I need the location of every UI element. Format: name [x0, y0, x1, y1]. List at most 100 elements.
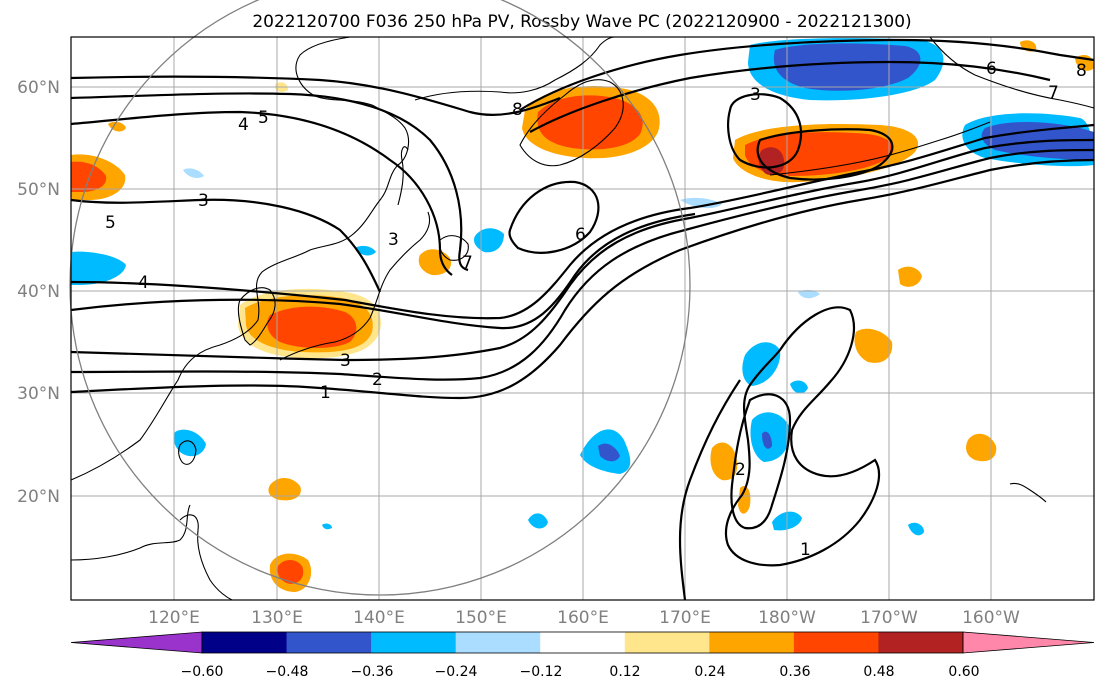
anomaly-pacific-2	[738, 485, 751, 514]
lat-labels: 60°N 50°N 40°N 30°N 20°N	[17, 78, 60, 507]
contour-13	[727, 93, 802, 169]
contour-label: 4	[238, 115, 249, 135]
graticule	[71, 37, 1094, 600]
lat-label: 30°N	[17, 384, 60, 404]
contour-label: 4	[138, 273, 149, 293]
anomaly-neg-3	[742, 342, 781, 386]
coastlines	[70, 36, 1095, 601]
anomaly-pacific-1	[710, 442, 738, 481]
coast-japan	[279, 211, 431, 361]
contour-label: 7	[1048, 83, 1059, 103]
colorbar-frame	[201, 631, 964, 654]
colorbar-tick-label: −0.60	[181, 664, 224, 680]
anomaly-neg-12	[183, 168, 204, 178]
anomaly-arctic-neg-mid	[773, 43, 921, 91]
contour-label: 3	[340, 351, 351, 371]
lon-label: 170°E	[659, 608, 711, 628]
lat-label: 60°N	[17, 78, 60, 98]
colorbar-tick-label: −0.24	[435, 664, 478, 680]
anomaly-pacific-4	[898, 266, 922, 287]
anomaly-neg-8	[908, 522, 924, 536]
colorbar-tick-label: 0.48	[863, 664, 894, 680]
colorbar-tick-label: −0.12	[520, 664, 563, 680]
colorbar-extend-high	[962, 631, 1095, 654]
colorbar-tick-label: 0.36	[779, 664, 810, 680]
colorbar-segment	[540, 632, 626, 653]
contour-14	[756, 128, 894, 181]
lon-label: 150°E	[455, 608, 507, 628]
anomaly-neg-1	[474, 228, 504, 253]
contour-lines	[70, 38, 1095, 601]
coast-okhotsk	[414, 36, 616, 101]
anomaly-japan-sea	[418, 249, 452, 276]
contour-4	[70, 123, 1095, 320]
contour-label: 6	[575, 225, 586, 245]
lon-label: 160°E	[557, 608, 609, 628]
anomaly-neg-11	[680, 197, 722, 209]
colorbar-segment	[455, 632, 541, 653]
contour-label: 8	[1076, 61, 1087, 81]
anomaly-pacific-5	[966, 433, 997, 462]
reference-circle	[69, 0, 691, 596]
lon-label: 160°W	[962, 608, 1020, 628]
colorbar-segment	[878, 632, 964, 653]
anomaly-neg-4-core	[762, 431, 772, 449]
lon-label: 120°E	[148, 608, 200, 628]
colorbar-segment	[709, 632, 795, 653]
contour-7	[70, 110, 453, 276]
coast-hokkaido	[438, 235, 469, 261]
contour-label: 3	[198, 191, 209, 211]
coast-taiwan	[178, 440, 197, 465]
anomaly-west-edge-core	[71, 161, 107, 192]
anomaly-neg-5	[173, 429, 206, 457]
contour-label: 1	[800, 540, 811, 560]
anomaly-neg-6	[528, 513, 548, 529]
contour-label: 8	[512, 100, 523, 120]
coast-korea	[237, 287, 276, 346]
contour-3	[70, 138, 1095, 362]
colorbar-segment	[286, 632, 372, 653]
map-panel: 1 2 3 3 3 4 4 5 5 6 6 7 8 2 1 3 7 8	[69, 0, 1095, 601]
coast-philippines	[179, 514, 233, 601]
contour-1	[70, 158, 1095, 400]
contour-17	[678, 379, 741, 601]
colorbar: −0.60 −0.48 −0.36 −0.24 −0.12 0.12 0.24 …	[70, 631, 1095, 680]
negative-anomaly-shading	[71, 38, 1094, 536]
colorbar-segment	[202, 632, 288, 653]
colorbar-segments	[70, 631, 1095, 654]
colorbar-ticks: −0.60 −0.48 −0.36 −0.24 −0.12 0.12 0.24 …	[181, 664, 980, 680]
lon-label: 140°E	[353, 608, 405, 628]
contour-12	[529, 60, 1051, 133]
colorbar-tick-label: −0.36	[351, 664, 394, 680]
contour-label: 6	[986, 59, 997, 79]
map-title: 2022120700 F036 250 hPa PV, Rossby Wave …	[252, 12, 911, 32]
anomaly-korea-core	[267, 306, 357, 348]
contour-label: 3	[388, 230, 399, 250]
anomaly-pacific-3	[854, 328, 893, 363]
map-frame	[70, 36, 1095, 601]
contour-15	[724, 306, 880, 567]
lat-label: 20°N	[17, 487, 60, 507]
colorbar-tick-label: 0.60	[948, 664, 979, 680]
coast-china-south	[70, 504, 191, 561]
contour-label: 5	[105, 213, 116, 233]
lon-label: 180°W	[758, 608, 816, 628]
colorbar-segment	[624, 632, 710, 653]
colorbar-extend-low	[70, 631, 203, 654]
coast-alaska	[929, 36, 1095, 109]
contour-label-group: 1 2 3 3 3 4 4 5 5 6 6 7 8 2 1 3 7 8	[105, 59, 1087, 560]
contour-label: 5	[258, 108, 269, 128]
contour-label: 3	[750, 85, 761, 105]
colorbar-tick-label: 0.24	[694, 664, 725, 680]
anomaly-neg-14	[322, 523, 332, 530]
colorbar-segment	[793, 632, 879, 653]
contour-label: 2	[372, 370, 383, 390]
colorbar-segment	[371, 632, 457, 653]
colorbar-tick-label: −0.48	[266, 664, 309, 680]
anomaly-neg-2-core	[598, 443, 620, 462]
contour-16	[730, 393, 792, 530]
anomaly-kamchatka-core	[537, 95, 643, 150]
contour-11	[519, 38, 1095, 111]
anomaly-south-2-core	[277, 560, 304, 584]
contour-label: 7	[462, 253, 473, 273]
